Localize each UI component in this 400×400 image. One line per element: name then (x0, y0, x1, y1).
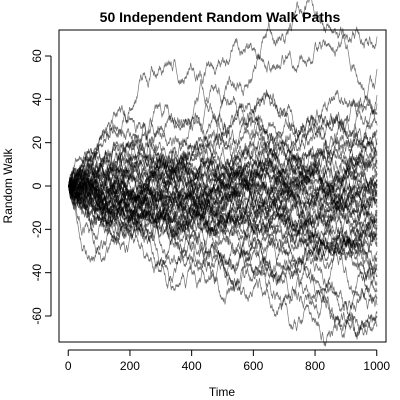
walk-series-line (68, 183, 378, 257)
y-tick-label: 60 (30, 49, 44, 63)
x-tick-label: 200 (120, 359, 140, 373)
x-tick-label: 600 (243, 359, 263, 373)
walk-series-line (68, 89, 378, 189)
y-tick-label: 40 (30, 92, 44, 106)
plot-lines (68, 0, 378, 347)
y-tick-label: -20 (30, 220, 44, 238)
x-axis-label: Time (209, 385, 236, 399)
y-axis: -60 -40 -20 0 20 40 60 (30, 49, 52, 325)
plot-frame (58, 29, 387, 343)
y-tick-label: 0 (30, 182, 44, 189)
x-tick-label: 1000 (363, 359, 390, 373)
walk-series-line (68, 95, 378, 187)
y-tick-label: -60 (30, 307, 44, 325)
y-tick-label: -40 (30, 264, 44, 282)
walk-series-line (68, 183, 378, 340)
x-tick-label: 800 (305, 359, 325, 373)
chart-title: 50 Independent Random Walk Paths (100, 9, 341, 25)
y-axis-label: Random Walk (1, 148, 15, 224)
walk-series-line (68, 153, 378, 332)
x-tick-label: 0 (65, 359, 72, 373)
walk-series-line (68, 113, 378, 239)
walk-series-line (68, 181, 378, 347)
x-axis: 0 200 400 600 800 1000 (65, 349, 390, 373)
x-tick-label: 400 (182, 359, 202, 373)
y-tick-label: 20 (30, 136, 44, 150)
walk-series-line (68, 140, 378, 214)
walk-series-line (68, 102, 378, 195)
walk-series-line (68, 133, 378, 310)
walk-series-line (68, 26, 378, 187)
